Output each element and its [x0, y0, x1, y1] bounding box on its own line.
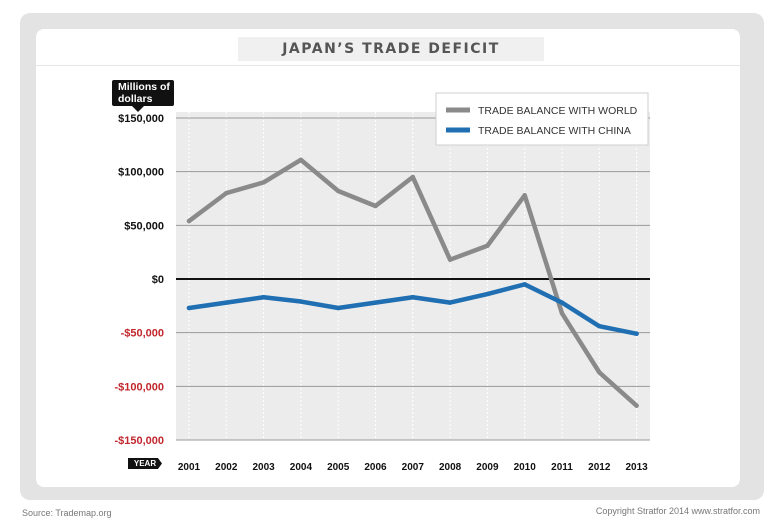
y-tick-label: $100,000	[118, 167, 164, 179]
data-point-china	[447, 300, 453, 305]
data-point-china	[522, 282, 527, 287]
data-point-world	[410, 174, 415, 180]
data-point-china	[485, 291, 490, 297]
data-point-china	[261, 295, 266, 300]
x-tick-label: 2010	[514, 462, 537, 473]
x-tick-label: 2009	[476, 462, 499, 473]
y-tick-label: -$100,000	[114, 381, 164, 393]
data-point-world	[336, 188, 341, 194]
x-tick-label: 2008	[439, 462, 462, 473]
data-point-world	[224, 190, 229, 196]
legend-label: TRADE BALANCE WITH WORLD	[478, 105, 638, 117]
x-tick-label: 2001	[178, 462, 201, 473]
unit-line-1: Millions of	[118, 81, 170, 93]
data-point-china	[186, 305, 192, 311]
x-tick-label: 2003	[252, 462, 275, 473]
data-point-world	[298, 157, 304, 163]
data-point-china	[298, 299, 304, 304]
x-tick-label: 2007	[402, 462, 425, 473]
unit-line-2: dollars	[118, 93, 153, 105]
data-point-world	[559, 311, 565, 316]
x-tick-label: 2012	[588, 462, 611, 473]
x-tick-label: 2002	[215, 462, 238, 473]
y-tick-label: $150,000	[118, 113, 164, 125]
data-point-world	[447, 257, 453, 262]
data-point-world	[634, 403, 639, 408]
copyright-note: Copyright Stratfor 2014 www.stratfor.com	[595, 506, 760, 516]
y-tick-label: -$50,000	[121, 328, 164, 340]
y-tick-label: $0	[152, 274, 164, 286]
data-point-china	[597, 324, 602, 329]
data-point-world	[186, 218, 192, 224]
data-point-china	[634, 331, 639, 336]
x-tick-label: 2011	[551, 462, 573, 473]
y-tick-label: $50,000	[124, 220, 164, 232]
data-point-world	[261, 180, 266, 185]
chart-title: JAPAN’S TRADE DEFICIT	[238, 37, 544, 61]
data-point-world	[485, 243, 490, 248]
x-axis-year-tag: YEAR	[128, 458, 162, 469]
source-note: Source: Trademap.org	[22, 508, 112, 518]
title-divider	[36, 65, 740, 66]
x-tick-label: 2004	[290, 462, 313, 473]
data-point-china	[373, 300, 378, 305]
legend-box	[435, 92, 649, 146]
data-point-china	[559, 300, 565, 305]
x-tick-label: 2013	[625, 462, 648, 473]
data-point-china	[410, 295, 415, 300]
data-point-world	[373, 203, 378, 209]
x-tick-label: 2006	[364, 462, 387, 473]
data-point-world	[597, 370, 602, 375]
data-point-world	[522, 193, 527, 198]
y-tick-label: -$150,000	[114, 435, 164, 447]
data-point-china	[224, 300, 229, 305]
x-tick-label: 2005	[327, 462, 350, 473]
y-axis-unit-label: Millions of dollars	[112, 80, 174, 112]
data-point-china	[336, 305, 341, 311]
legend-label: TRADE BALANCE WITH CHINA	[478, 125, 631, 137]
